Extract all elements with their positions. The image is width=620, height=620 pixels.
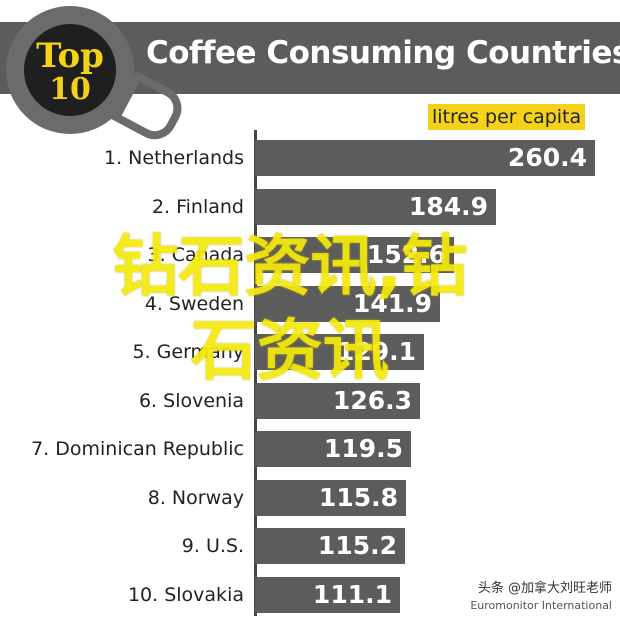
watermark-line-1: 钻石资讯,钻 — [112, 228, 468, 305]
bar — [255, 431, 411, 467]
bar-value-label: 129.1 — [336, 337, 416, 366]
bar-value-label: 115.8 — [318, 482, 398, 512]
bar — [255, 237, 454, 273]
source-text: Euromonitor International — [470, 599, 612, 612]
bar-value-label: 152.6 — [366, 240, 446, 269]
category-label: 2. Finland — [151, 195, 244, 218]
bar — [255, 140, 595, 176]
category-label: 10. Slovakia — [127, 583, 244, 606]
category-label: 9. U.S. — [181, 535, 244, 557]
credit-text: 头条 @加拿大刘旺老师 — [477, 581, 612, 596]
y-axis-line — [254, 130, 257, 616]
bar-value-label: 119.5 — [323, 434, 403, 463]
category-label: 4. Sweden — [144, 292, 244, 315]
category-label: 7. Dominican Republic — [31, 438, 244, 460]
category-label: 3. Canada — [147, 244, 244, 266]
bar — [255, 188, 496, 225]
bar-value-label: 141.9 — [352, 288, 432, 318]
bar-value-label: 115.2 — [317, 531, 397, 560]
category-label: 6. Slovenia — [138, 389, 244, 412]
unit-label: litres per capita — [428, 104, 586, 130]
bar-value-label: 111.1 — [312, 579, 392, 609]
category-label: 8. Norway — [147, 486, 244, 509]
bar-value-label: 126.3 — [332, 385, 412, 415]
bar-value-label: 184.9 — [408, 191, 488, 221]
watermark: 钻石资讯,钻 石资讯 — [30, 225, 550, 393]
logo-ten-text: 10 — [49, 72, 91, 107]
bar-value-label: 260.4 — [507, 143, 587, 172]
page-title: Coffee Consuming Countries — [146, 35, 620, 71]
watermark-line-2: 石资讯 — [191, 312, 389, 389]
logo-top-text: Top — [36, 36, 104, 76]
bar — [255, 479, 406, 516]
bar — [255, 576, 400, 613]
cup-inner: Top 10 — [24, 24, 116, 116]
bar — [255, 382, 420, 419]
category-label: 5. Germany — [132, 341, 245, 363]
bar — [255, 285, 440, 322]
bar — [255, 528, 405, 564]
bar — [255, 334, 424, 370]
top10-cup-logo: Top 10 — [6, 6, 134, 134]
category-label: 1. Netherlands — [104, 147, 244, 169]
